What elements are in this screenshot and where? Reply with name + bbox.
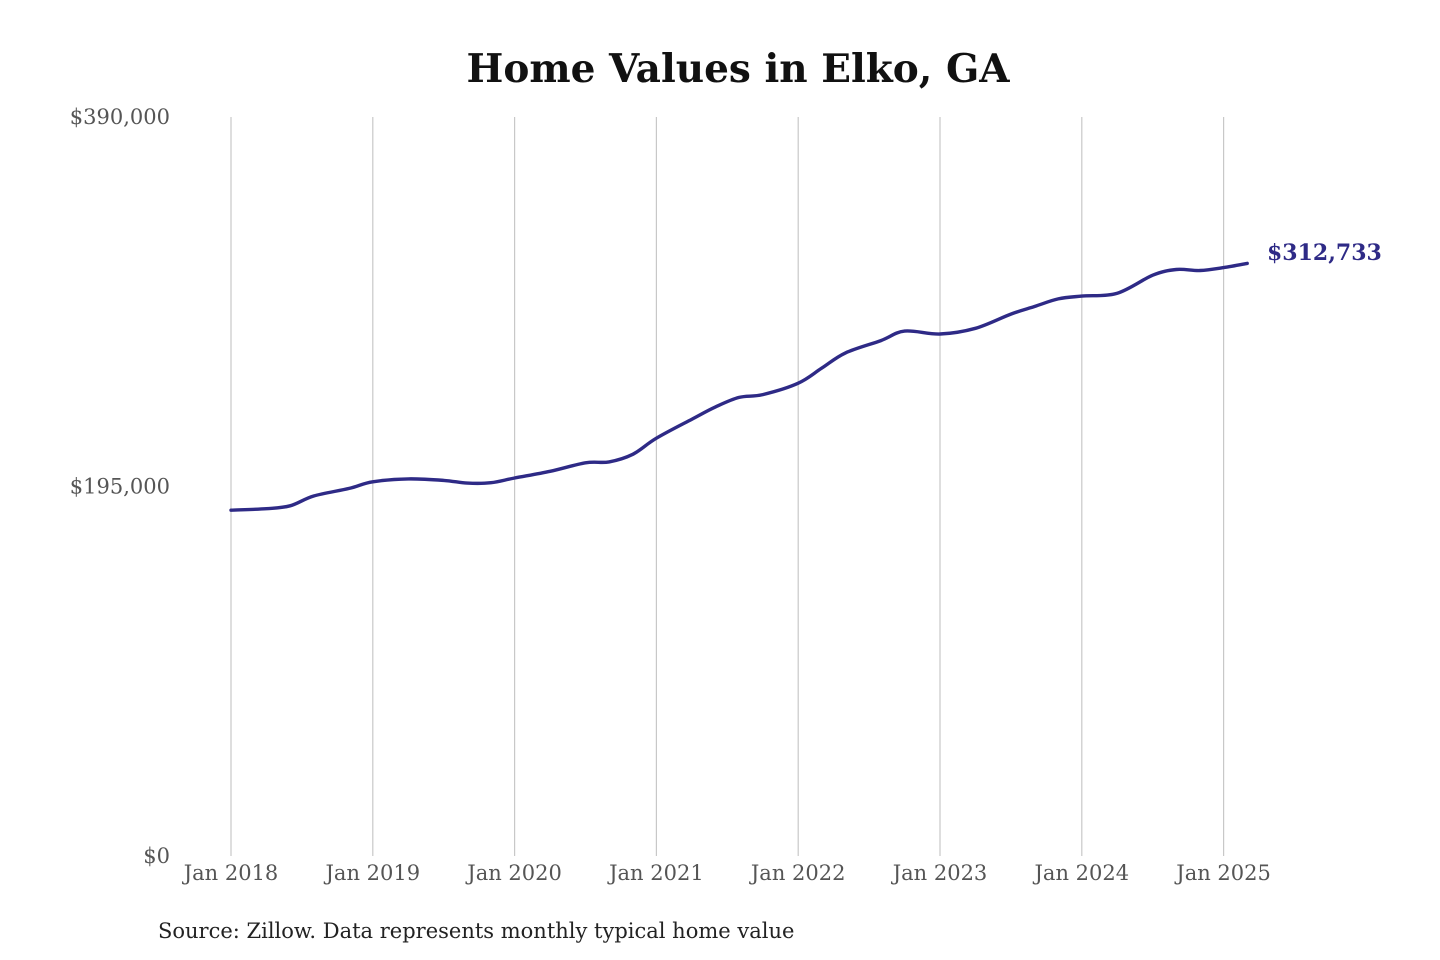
series-layer xyxy=(229,261,1249,512)
y-tick-label: $0 xyxy=(143,844,170,868)
end-value-label: $312,733 xyxy=(1267,240,1382,266)
x-tick-label: Jan 2024 xyxy=(1033,861,1130,885)
x-tick-label: Jan 2018 xyxy=(182,861,279,885)
chart-title: Home Values in Elko, GA xyxy=(466,46,1010,92)
gridlines xyxy=(230,117,1225,856)
series-line xyxy=(229,261,1249,512)
x-tick-label: Jan 2019 xyxy=(324,861,421,885)
y-axis-ticks: $390,000 $195,000 $0 xyxy=(70,105,170,868)
x-axis-ticks: Jan 2018 Jan 2019 Jan 2020 Jan 2021 Jan 2022… xyxy=(182,861,1271,885)
x-tick-label: Jan 2025 xyxy=(1174,861,1271,885)
x-tick-label: Jan 2021 xyxy=(607,861,704,885)
source-note: Source: Zillow. Data represents monthly … xyxy=(158,919,794,943)
y-tick-label: $390,000 xyxy=(70,105,170,129)
y-tick-label: $195,000 xyxy=(70,475,170,499)
x-tick-label: Jan 2023 xyxy=(891,861,988,885)
x-tick-label: Jan 2020 xyxy=(465,861,562,885)
x-tick-label: Jan 2022 xyxy=(749,861,846,885)
